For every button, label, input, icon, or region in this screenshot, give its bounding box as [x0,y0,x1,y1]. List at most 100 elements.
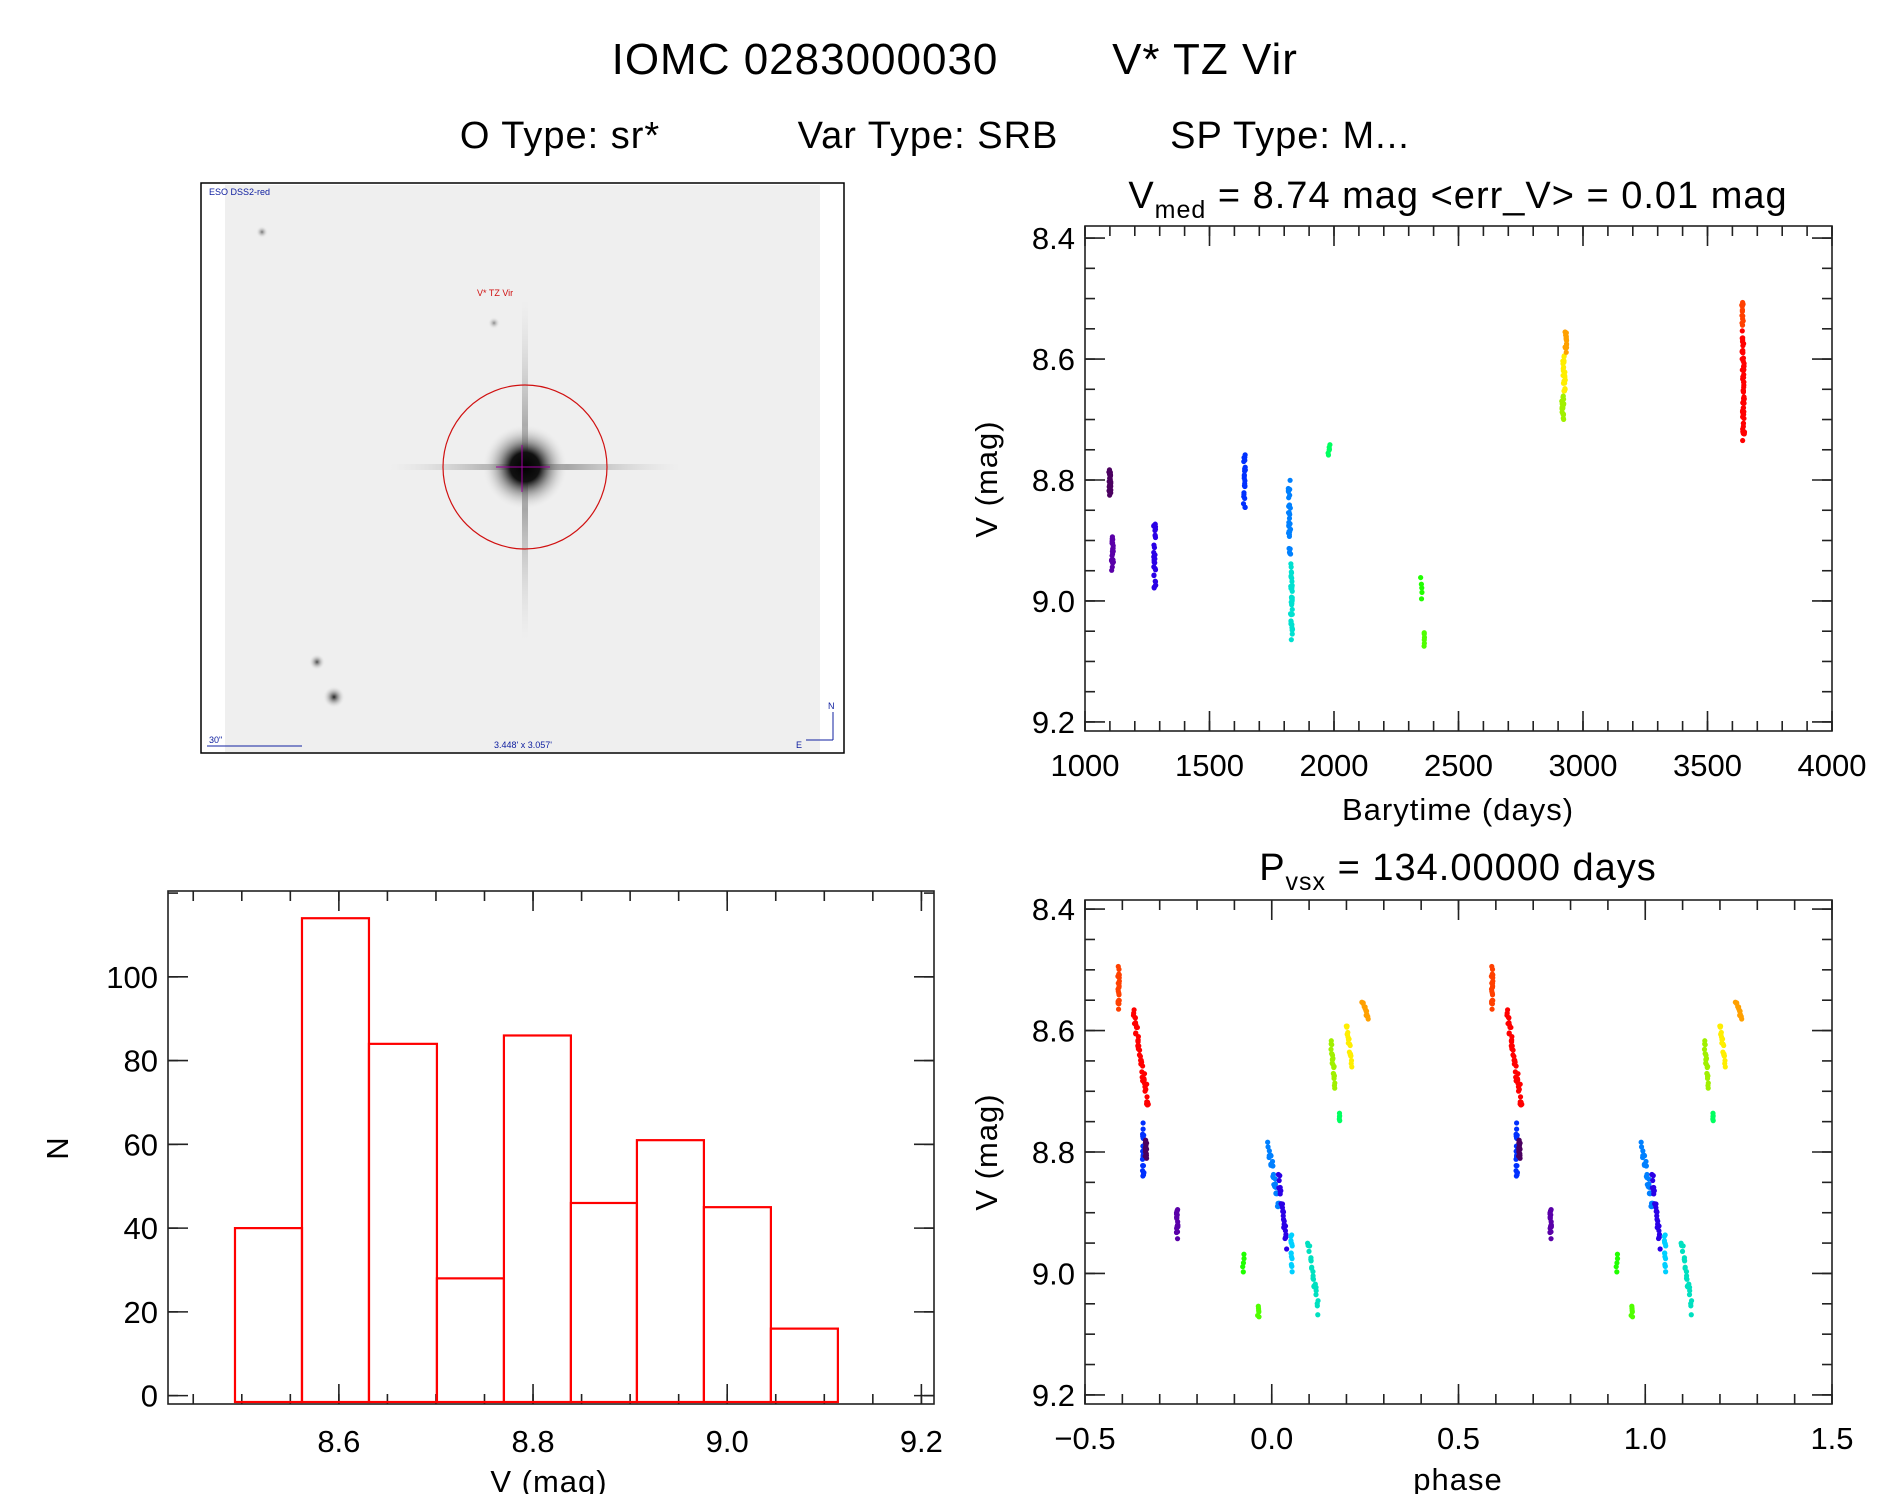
y-axis-label: V (mag) [969,420,1004,537]
x-tick-label: 8.6 [317,1424,360,1459]
data-point [1110,560,1116,566]
data-point [1686,1292,1693,1298]
data-point [1289,606,1295,613]
data-point [1268,1153,1274,1159]
data-point [1289,1263,1295,1270]
data-point [1739,322,1746,328]
data-point [1663,1269,1669,1275]
data-point [1717,1023,1724,1029]
data-point [1289,1256,1295,1262]
data-point [1308,1258,1314,1264]
lightcurve-title: Vmed = 8.74 mag <err_V> = 0.01 mag [1128,175,1787,224]
histogram-bar [435,1277,506,1404]
x-tick-label: 2000 [1300,748,1369,783]
east-label: E [796,740,802,750]
data-point [1287,550,1293,557]
y-tick-label: 9.2 [1032,1378,1075,1413]
data-point [1722,1064,1728,1070]
data-point [1613,1264,1619,1270]
data-point [1276,1177,1282,1184]
y-tick-label: 9.0 [1032,1256,1075,1291]
data-point [1740,414,1746,420]
data-point [1740,350,1746,356]
data-point [1513,1163,1519,1169]
title-text: = 8.74 mag <err_V> = 0.01 mag [1206,175,1787,217]
data-point [1241,1256,1247,1262]
north-label: N [828,701,835,711]
data-point [1740,374,1746,380]
x-tick-label: 9.2 [900,1424,943,1459]
data-point [1272,1176,1278,1182]
field-of-view-label: 3.448' x 3.057' [494,740,552,750]
data-point [1131,1010,1137,1016]
data-point [1718,1029,1724,1036]
data-point [1517,1155,1523,1161]
data-point [1739,367,1745,373]
data-point [1489,980,1496,986]
data-point [1344,1023,1350,1029]
data-point [1151,542,1157,548]
data-point [1286,515,1293,521]
data-point [1702,1041,1708,1047]
data-point [1328,1046,1334,1052]
x-tick-label: 1000 [1051,748,1120,783]
data-point [1151,522,1157,529]
data-point [1289,578,1295,585]
data-point [1740,343,1746,349]
data-point [1489,973,1495,980]
period-title: Pvsx = 134.00000 days [1259,847,1657,896]
data-point [1289,631,1295,637]
x-tick-label: 1.0 [1624,1421,1667,1456]
data-point [1289,1269,1295,1275]
data-point [1283,1234,1289,1241]
data-point [1280,1216,1287,1222]
data-point [1288,611,1294,618]
x-axis-label: phase [1413,1462,1502,1494]
data-point [1116,980,1122,986]
data-point [1266,1148,1272,1154]
y-tick-label: 8.6 [1032,1014,1075,1049]
data-point [1683,1269,1690,1275]
data-point [1152,578,1158,584]
data-point [1289,588,1295,594]
data-point [1629,1314,1636,1320]
y-tick-label: 80 [124,1044,158,1079]
y-tick-label: 8.6 [1032,342,1075,377]
data-point [1242,504,1248,510]
data-point [1282,1223,1289,1229]
data-point [1310,1269,1316,1275]
data-point [1662,1256,1669,1262]
data-point [1241,475,1247,481]
data-point [1643,1163,1649,1169]
y-axis-label: V (mag) [969,1093,1004,1210]
x-tick-label: −0.5 [1054,1421,1115,1456]
data-point [1151,572,1157,578]
scale-bar-label: 30" [209,735,222,745]
data-point [1640,1148,1646,1154]
data-point [1517,1081,1523,1087]
y-tick-label: 8.8 [1032,1135,1075,1170]
y-tick-label: 8.4 [1032,892,1075,927]
data-point [1688,1303,1694,1309]
data-point [1514,1120,1520,1126]
data-point [1289,1243,1295,1249]
data-point [1306,1248,1312,1254]
data-point [1739,1016,1745,1022]
data-point [1152,534,1159,541]
data-point [1705,1085,1711,1091]
data-point [1288,573,1294,579]
data-point [1739,328,1745,334]
data-point [1740,400,1746,406]
lightcurve-plot: Vmed = 8.74 mag <err_V> = 0.01 mag Baryt… [969,175,1866,827]
data-point [1682,1258,1688,1264]
title-subscript: vsx [1286,868,1327,896]
figure-header: IOMC 0283000030 V* TZ Vir O Type: sr* Va… [460,35,1409,157]
data-point [1140,1163,1146,1169]
data-point [1515,1071,1521,1077]
data-point [1289,622,1295,628]
data-point [1509,1043,1515,1049]
data-point [1151,585,1157,591]
x-tick-label: 0.5 [1437,1421,1480,1456]
data-point [1504,1010,1510,1016]
data-point [1288,1250,1294,1257]
